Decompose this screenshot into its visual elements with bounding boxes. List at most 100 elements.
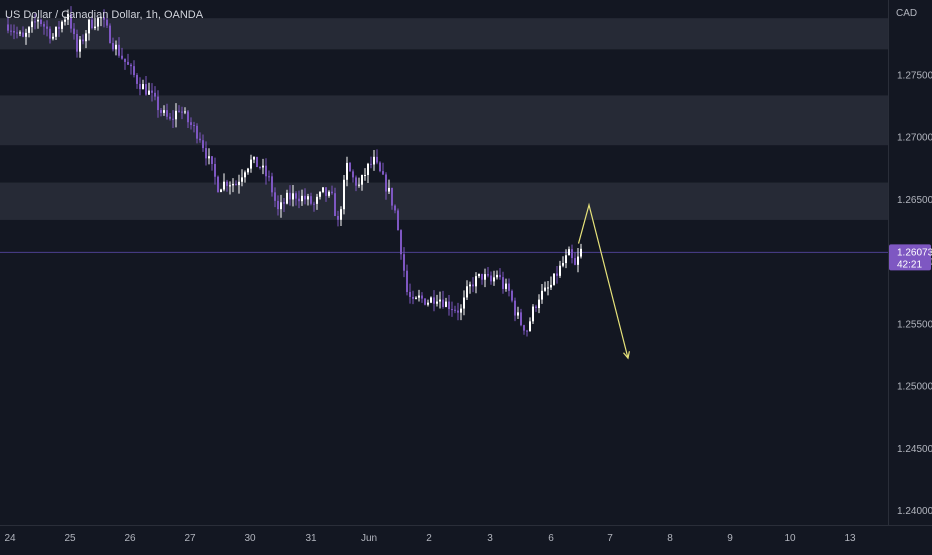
projection-path[interactable] bbox=[577, 202, 630, 360]
candle-body bbox=[370, 163, 372, 165]
price-tick-label: 1.26500 bbox=[897, 195, 932, 206]
candle-body bbox=[19, 32, 21, 34]
candle-body bbox=[226, 181, 228, 186]
candle-body bbox=[424, 298, 426, 305]
candle-body bbox=[460, 308, 462, 313]
price-tick-label: 1.25500 bbox=[897, 319, 932, 330]
candle-body bbox=[487, 274, 489, 276]
candle-body bbox=[73, 28, 75, 35]
candle-body bbox=[214, 163, 216, 177]
candle-body bbox=[121, 55, 123, 59]
last-price-label-bg bbox=[889, 244, 931, 271]
candle-body bbox=[232, 183, 234, 186]
candle-body bbox=[298, 198, 300, 202]
candle-body bbox=[43, 24, 45, 27]
time-tick-label: 26 bbox=[124, 533, 136, 544]
time-tick-label: 27 bbox=[184, 533, 196, 544]
candle-body bbox=[346, 162, 348, 180]
candle-body bbox=[466, 286, 468, 298]
candle-body bbox=[439, 299, 441, 302]
candle-body bbox=[295, 193, 297, 199]
candle-body bbox=[172, 118, 174, 120]
candle-body bbox=[400, 230, 402, 255]
candle-body bbox=[205, 148, 207, 159]
resistance-zone-3 bbox=[0, 182, 888, 220]
candle-body bbox=[145, 84, 147, 95]
candle-body bbox=[328, 191, 330, 196]
candle-body bbox=[100, 17, 102, 19]
time-tick-label: 2 bbox=[426, 533, 432, 544]
candle-body bbox=[415, 297, 417, 299]
candle-body bbox=[46, 26, 48, 29]
candle-body bbox=[577, 256, 579, 265]
candle-body bbox=[433, 297, 435, 304]
candle-body bbox=[64, 19, 66, 22]
last-price-label: 1.26073 42:21 bbox=[889, 244, 932, 271]
candle-body bbox=[97, 18, 99, 27]
candle-body bbox=[49, 28, 51, 39]
candle-body bbox=[256, 156, 258, 168]
time-tick-label: 6 bbox=[548, 533, 554, 544]
candle-body bbox=[547, 287, 549, 289]
candle-body bbox=[199, 138, 201, 141]
projection-line bbox=[577, 202, 629, 359]
candle-body bbox=[553, 273, 555, 285]
candle-body bbox=[385, 174, 387, 192]
candle-body bbox=[316, 196, 318, 204]
candle-body bbox=[241, 177, 243, 182]
candle-body bbox=[382, 171, 384, 175]
resistance-zones bbox=[0, 18, 888, 220]
candle-body bbox=[511, 290, 513, 301]
candle-body bbox=[13, 31, 15, 33]
candle-body bbox=[559, 265, 561, 276]
candle-body bbox=[70, 14, 72, 29]
candle-body bbox=[208, 156, 210, 159]
candle-body bbox=[79, 39, 81, 52]
candle-body bbox=[319, 191, 321, 197]
price-tick-label: 1.27000 bbox=[897, 133, 932, 144]
candle-body bbox=[499, 274, 501, 278]
candle-body bbox=[181, 111, 183, 113]
candle-body bbox=[358, 184, 360, 186]
candle-body bbox=[310, 196, 312, 204]
candle-body bbox=[178, 110, 180, 112]
time-tick-label: 8 bbox=[667, 533, 673, 544]
candle-body bbox=[238, 181, 240, 186]
symbol-title[interactable]: US Dollar / Canadian Dollar, 1h, OANDA bbox=[5, 9, 204, 21]
candle-body bbox=[520, 312, 522, 326]
candle-body bbox=[289, 192, 291, 200]
candle-body bbox=[211, 156, 213, 164]
candle-body bbox=[109, 25, 111, 43]
candle-body bbox=[544, 287, 546, 291]
candle-body bbox=[454, 309, 456, 311]
candle-body bbox=[286, 192, 288, 204]
time-tick-label: 24 bbox=[4, 533, 16, 544]
candle-body bbox=[292, 193, 294, 200]
candle-body bbox=[412, 296, 414, 299]
candle-body bbox=[175, 110, 177, 120]
candle-body bbox=[505, 283, 507, 289]
candle-body bbox=[355, 177, 357, 186]
candle-body bbox=[61, 21, 63, 29]
candle-body bbox=[463, 297, 465, 309]
candle-body bbox=[223, 181, 225, 190]
candle-body bbox=[229, 185, 231, 187]
candle-body bbox=[151, 90, 153, 93]
candle-body bbox=[187, 111, 189, 123]
candle-body bbox=[532, 306, 534, 322]
currency-label: CAD bbox=[896, 8, 917, 19]
candle-body bbox=[127, 61, 129, 65]
time-tick-label: 31 bbox=[305, 533, 317, 544]
price-tick-label: 1.27500 bbox=[897, 70, 932, 81]
candle-body bbox=[397, 210, 399, 231]
candle-body bbox=[436, 301, 438, 304]
candle-body bbox=[562, 263, 564, 266]
candle-body bbox=[37, 19, 39, 22]
time-tick-label: 3 bbox=[487, 533, 493, 544]
candle-body bbox=[124, 58, 126, 62]
time-tick-label: Jun bbox=[361, 533, 377, 544]
time-tick-label: 13 bbox=[844, 533, 856, 544]
candle-body bbox=[352, 171, 354, 178]
